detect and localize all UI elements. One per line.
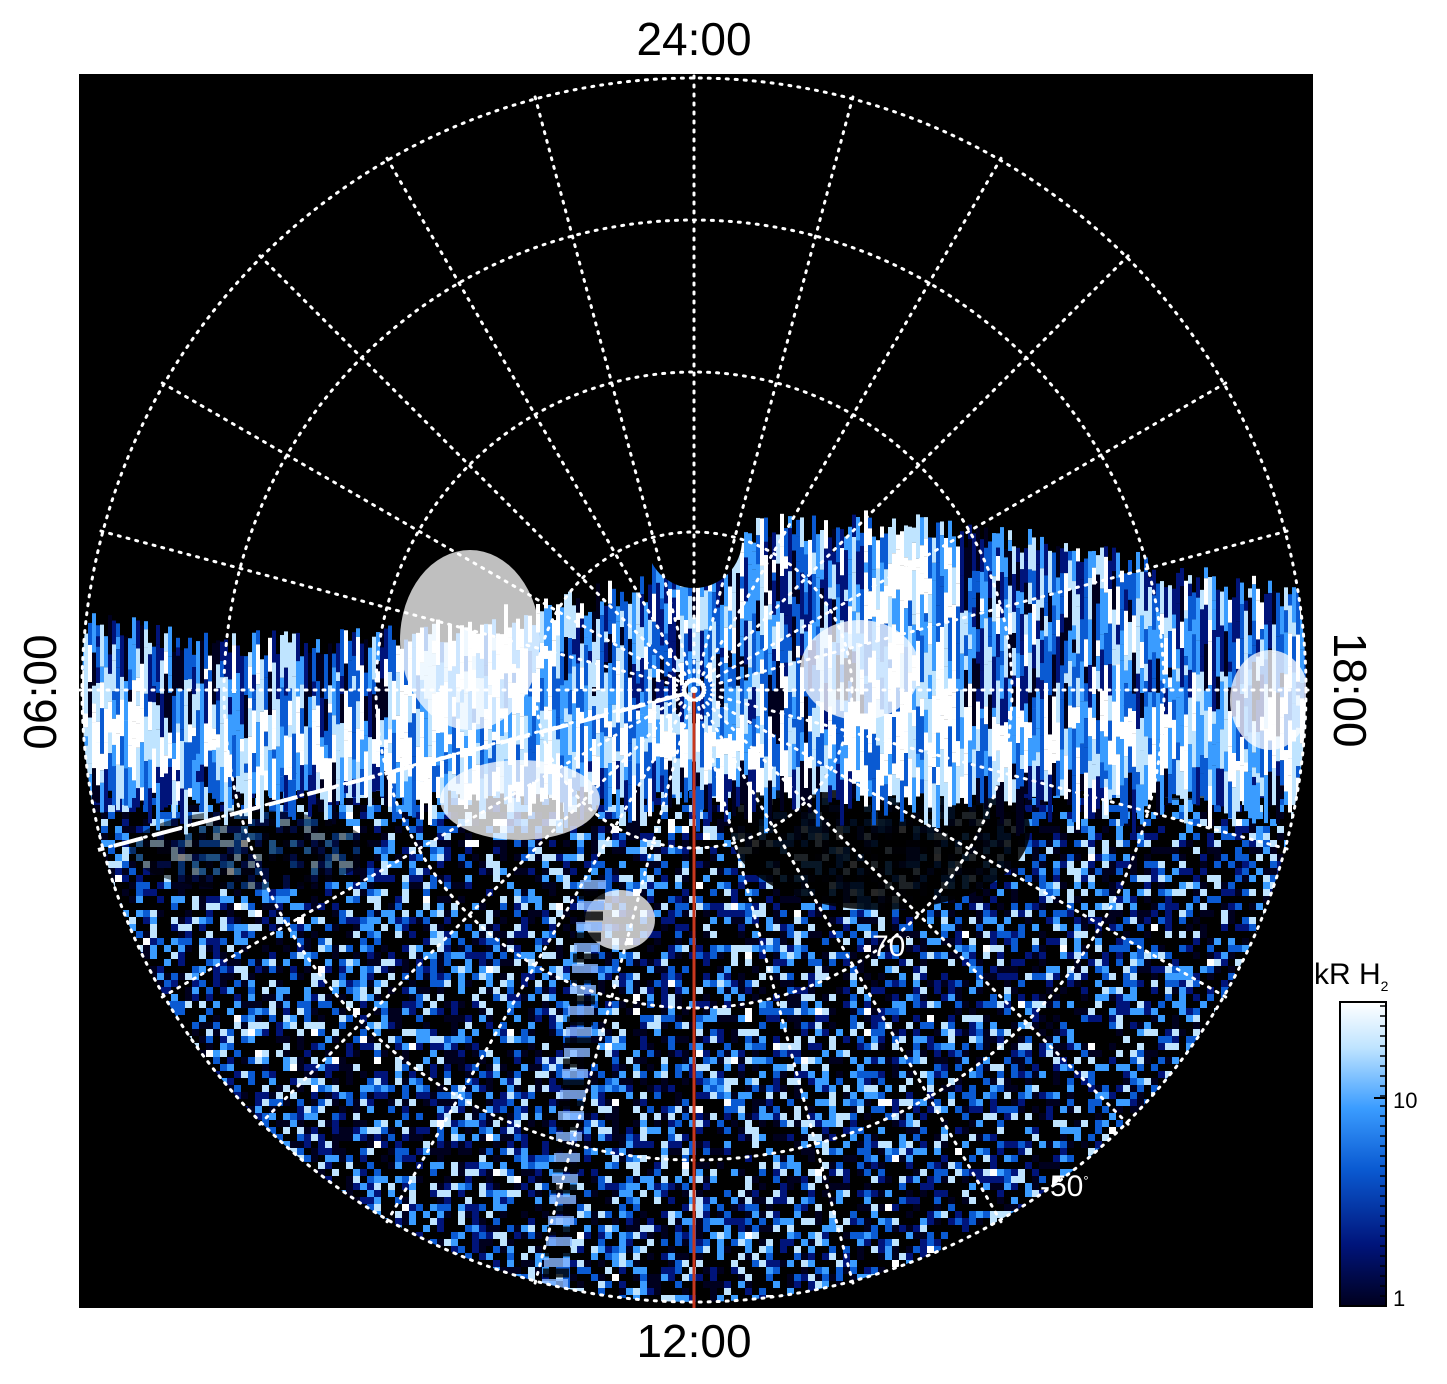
label-noon: 12:00: [636, 1315, 752, 1367]
dashed-reference-line: [97, 692, 685, 852]
colorbar-ticks: [1374, 1005, 1386, 1297]
colorbar-tick-10: 10: [1393, 1088, 1418, 1113]
pole-marker: [682, 678, 706, 702]
latitude-label-outer: -50°: [1040, 1170, 1089, 1203]
label-dusk: 18:00: [1324, 632, 1376, 748]
colorbar-title: kR H2: [1314, 958, 1389, 994]
latitude-circle: [534, 530, 854, 850]
label-dawn: 06:00: [14, 634, 66, 750]
colorbar-tick-1: 1: [1393, 1286, 1406, 1311]
latitude-label-inner: -70°: [862, 930, 911, 963]
label-midnight: 24:00: [636, 13, 752, 65]
colorbar: [1339, 1001, 1387, 1307]
